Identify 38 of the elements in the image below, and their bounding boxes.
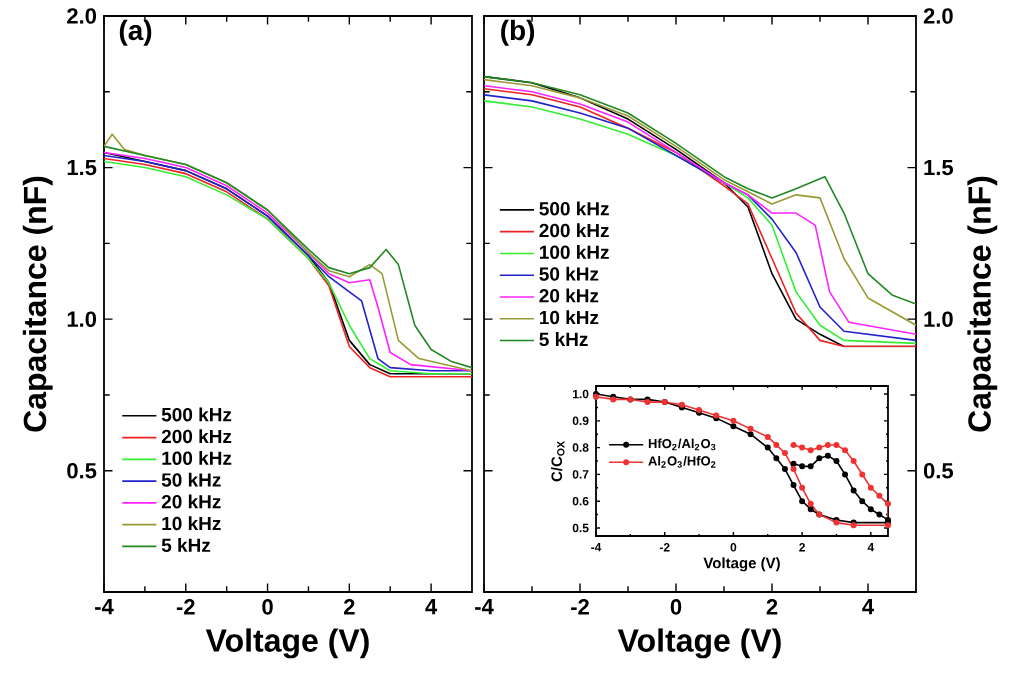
chart-title: (a) [119,19,152,46]
x-tick-label: -2 [571,599,589,615]
y2-axis-title: Capacitance (nF) [967,176,998,432]
x-tick-label: -4 [95,599,114,615]
x-tick-label: 2 [766,599,778,615]
legend-label: 50 kHz [161,472,221,487]
legend-label: 20 kHz [539,288,599,303]
y2-tick-label: 1.5 [924,159,954,176]
y-tick-label: 2.0 [67,8,97,24]
y2-tick-label: 1.0 [924,311,953,327]
legend-label: 5 kHz [539,332,588,347]
y2-tick-label: 0.5 [923,462,954,479]
x-tick-label: 4 [862,599,874,615]
legend-label: 500 kHz [161,407,232,422]
legend-label: 5 kHz [161,538,211,552]
x-tick-label: 4 [425,599,438,615]
y2-tick-label: 2.0 [923,8,953,24]
x-tick-label: 2 [343,599,355,615]
x-axis-title: Voltage (V) [205,628,369,659]
y-axis-title: Capacitance (nF) [22,176,53,432]
legend-label: 100 kHz [539,245,609,260]
x-tick-label: 0 [262,599,273,615]
x-tick-label: 0 [670,599,682,615]
chart-title: (b) [501,19,535,46]
legend-label: 10 kHz [539,310,599,325]
y-tick-label: 1.5 [67,159,97,176]
legend-label: 20 kHz [161,494,221,509]
legend-label: 10 kHz [162,516,221,531]
y-tick-label: 1.0 [67,311,97,327]
legend-label: 50 kHz [539,266,599,281]
y-tick-label: 0.5 [67,462,97,479]
legend-label: 200 kHz [161,429,232,444]
x-tick-label: -4 [475,599,494,615]
legend-label: 100 kHz [162,450,232,465]
legend-label: 500 kHz [539,201,609,216]
x-axis-title: Voltage (V) [617,628,781,659]
legend-label: 200 kHz [539,223,609,238]
x-tick-label: -2 [176,599,195,615]
